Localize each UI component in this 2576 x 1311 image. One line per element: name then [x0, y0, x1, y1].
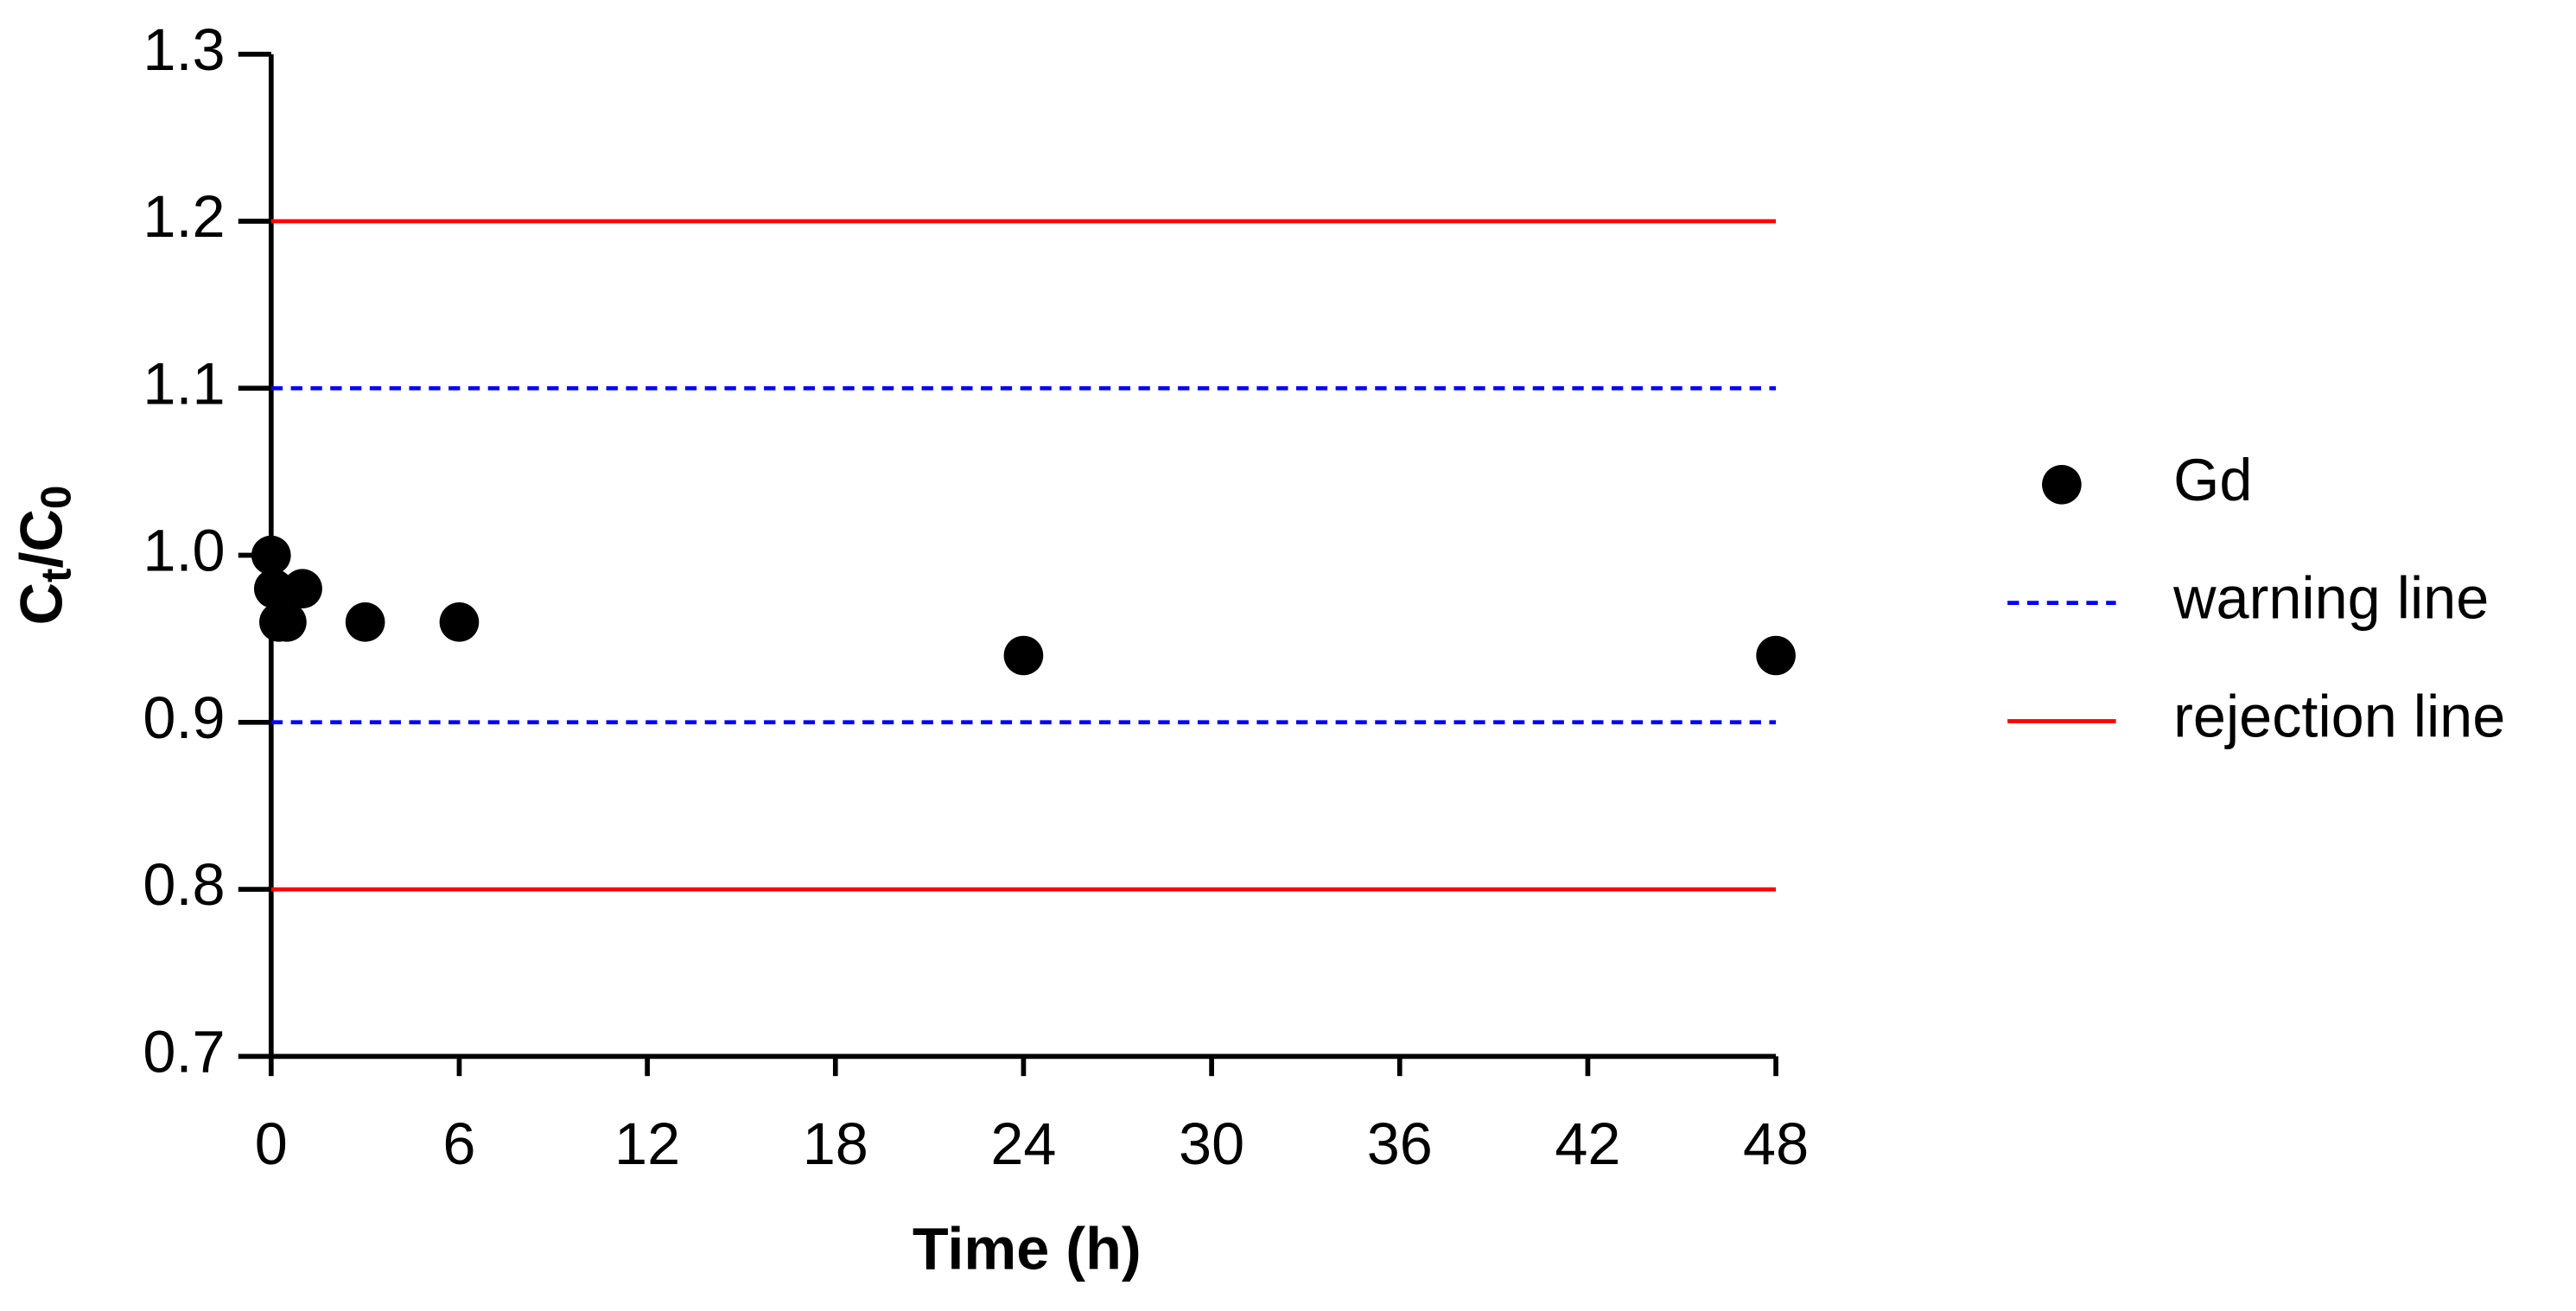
y-axis-title-part: C [8, 582, 74, 625]
data-point [1756, 635, 1796, 676]
y-tick-label: 1.2 [143, 183, 225, 250]
y-tick-label: 1.3 [143, 16, 225, 83]
data-point [251, 535, 291, 576]
y-tick-label: 0.9 [143, 684, 225, 751]
legend-label: rejection line [2173, 684, 2505, 750]
data-point [253, 569, 294, 609]
y-axis-title-subscript: t [33, 569, 80, 582]
data-point [267, 602, 307, 642]
legend-label: warning line [2172, 565, 2489, 632]
data-point [345, 602, 385, 642]
x-tick-label: 48 [1743, 1111, 1809, 1177]
x-tick-label: 18 [803, 1111, 868, 1177]
x-tick-label: 0 [255, 1111, 288, 1177]
y-axis-title-part: /C [8, 509, 74, 568]
data-point [1003, 635, 1044, 676]
y-tick-label: 1.1 [143, 350, 225, 417]
x-tick-label: 12 [614, 1111, 680, 1177]
y-axis-title: Ct/C0 [8, 486, 80, 626]
legend-label: Gd [2173, 447, 2252, 513]
y-tick-label: 0.7 [143, 1018, 225, 1085]
x-axis-title: Time (h) [913, 1216, 1142, 1282]
x-tick-label: 6 [442, 1111, 475, 1177]
y-tick-label: 1.0 [143, 518, 225, 584]
x-tick-label: 42 [1555, 1111, 1620, 1177]
y-axis-title-subscript: 0 [33, 486, 80, 509]
x-tick-label: 30 [1179, 1111, 1244, 1177]
x-tick-label: 24 [990, 1111, 1056, 1177]
data-point [439, 602, 480, 642]
data-point [283, 569, 322, 609]
legend-marker [2042, 464, 2082, 505]
x-tick-label: 36 [1367, 1111, 1433, 1177]
y-tick-label: 0.8 [143, 851, 225, 918]
